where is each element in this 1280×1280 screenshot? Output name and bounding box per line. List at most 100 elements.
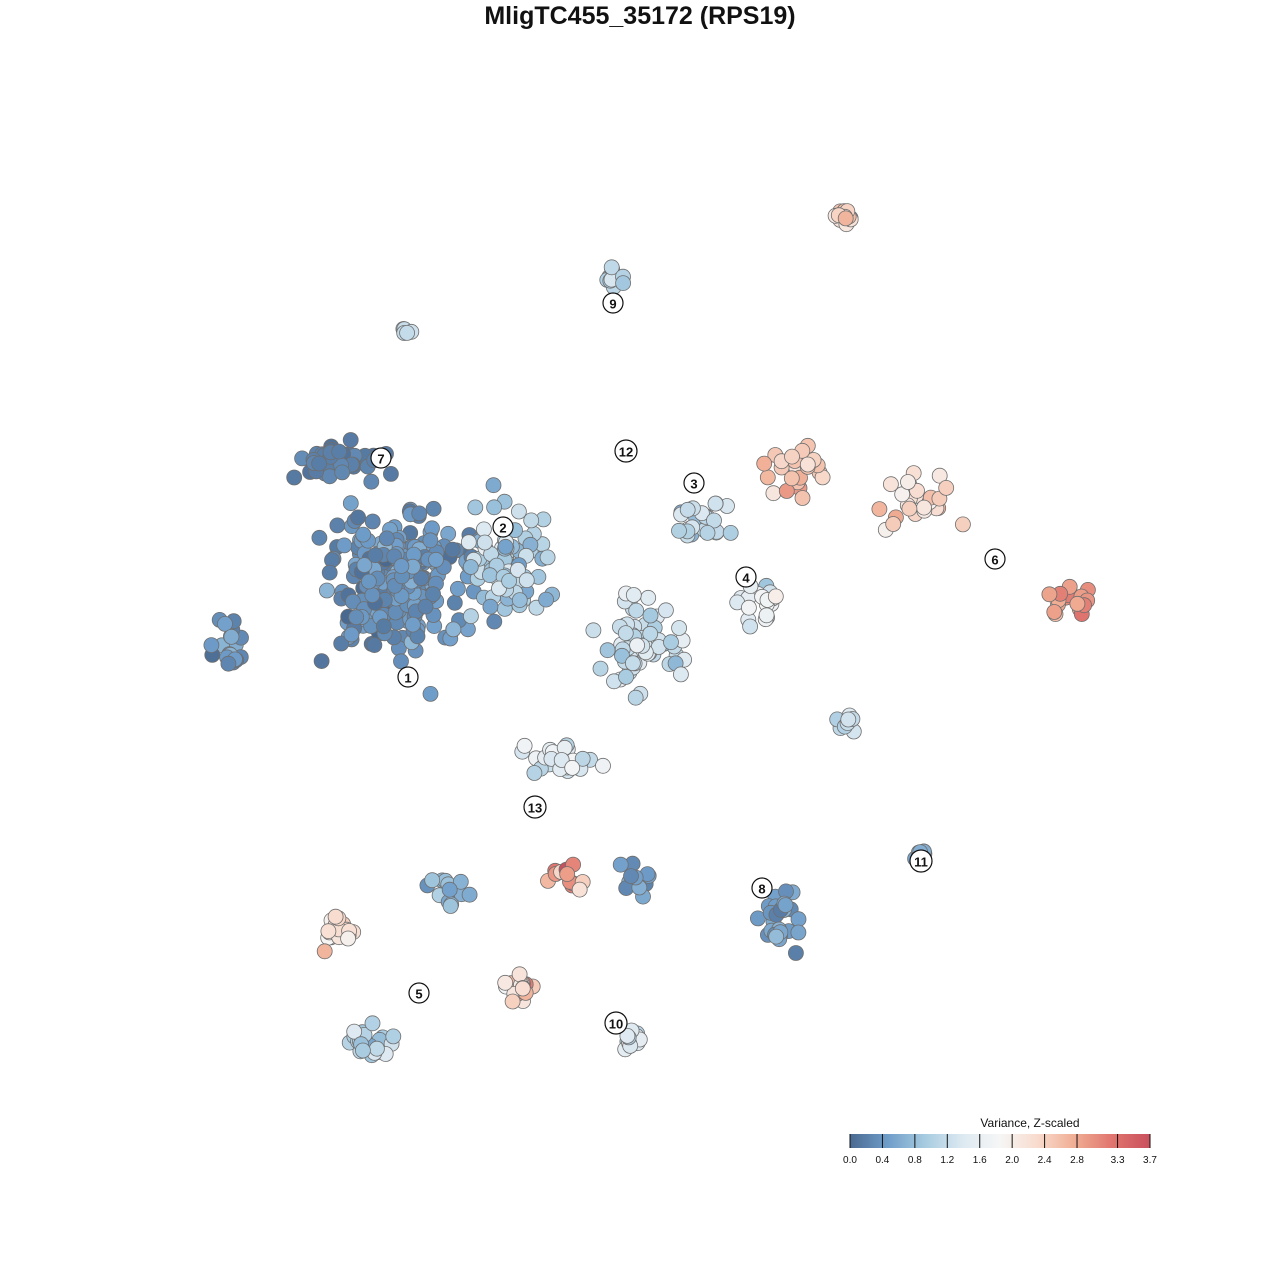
scatter-point — [363, 473, 380, 490]
chart-title: MligTC455_35172 (RPS19) — [484, 2, 796, 30]
scatter-point — [741, 599, 757, 616]
scatter-point — [482, 598, 499, 615]
scatter-point — [574, 750, 591, 767]
scatter-point — [485, 477, 502, 494]
legend-tick-label: 0.4 — [875, 1155, 889, 1166]
cluster-label-text: 6 — [991, 553, 998, 568]
scatter-point — [411, 505, 428, 522]
scatter-point — [759, 469, 776, 486]
cluster-label-4: 4 — [735, 566, 757, 588]
scatter-point — [342, 432, 359, 448]
scatter-point — [938, 479, 955, 496]
scatter-point — [788, 945, 804, 961]
scatter-point — [627, 689, 644, 706]
scatter-point — [475, 521, 492, 538]
scatter-point — [422, 686, 439, 702]
scatter-point — [366, 637, 383, 653]
scatter-point — [511, 503, 527, 520]
cluster-label-6: 6 — [984, 548, 1006, 570]
legend-tick-label: 0.8 — [908, 1155, 922, 1166]
cluster-label-marker — [523, 795, 547, 819]
cluster-label-marker — [984, 548, 1006, 570]
scatter-point — [623, 868, 639, 884]
scatter-point — [340, 930, 357, 947]
scatter-point — [462, 608, 479, 625]
scatter-point — [784, 448, 800, 465]
scatter-point — [364, 1015, 381, 1032]
scatter-point — [446, 594, 463, 611]
scatter-point — [625, 655, 641, 672]
scatter-point — [840, 711, 857, 728]
scatter-point — [625, 587, 642, 603]
scatter-point — [428, 551, 444, 568]
scatter-point — [449, 580, 466, 597]
scatter-point — [511, 966, 528, 983]
scatter-point — [777, 897, 794, 913]
scatter-point — [393, 653, 409, 670]
scatter-point — [321, 564, 338, 581]
legend-title: Variance, Z-scaled — [980, 1116, 1079, 1130]
scatter-point — [336, 537, 353, 554]
scatter-point — [368, 1040, 385, 1057]
scatter-point — [885, 516, 902, 532]
legend-tick-label: 3.7 — [1143, 1155, 1157, 1166]
scatter-point — [767, 588, 784, 605]
scatter-point — [673, 666, 689, 683]
cluster-label-text: 1 — [404, 671, 411, 686]
scatter-point — [334, 464, 351, 481]
scatter-point — [393, 558, 410, 574]
legend-tick-label: 1.6 — [973, 1155, 987, 1166]
scatter-point — [571, 881, 588, 898]
scatter-point — [595, 757, 611, 774]
scatter-point — [790, 924, 807, 941]
scatter-point — [425, 500, 442, 517]
cluster-label-marker — [735, 566, 757, 588]
scatter-point — [501, 573, 518, 589]
cluster-label-text: 10 — [609, 1017, 623, 1032]
scatter-point — [327, 908, 344, 925]
cluster-label-text: 8 — [758, 882, 765, 897]
scatter-point — [413, 570, 430, 587]
scatter-point — [722, 525, 739, 541]
scatter-point — [342, 495, 359, 512]
cluster-label-marker — [909, 849, 933, 873]
scatter-point — [518, 572, 535, 589]
cluster-label-text: 3 — [690, 477, 697, 492]
scatter-point — [497, 974, 514, 991]
scatter-point — [706, 512, 722, 529]
scatter-point — [364, 513, 381, 530]
cluster-label-11: 11 — [909, 849, 933, 873]
legend-tick-label: 0.0 — [843, 1155, 857, 1166]
scatter-point — [316, 943, 333, 960]
cluster-label-text: 9 — [609, 297, 616, 312]
legend-tick-label: 1.2 — [940, 1155, 954, 1166]
scatter-point — [399, 324, 416, 341]
scatter-point — [356, 557, 373, 573]
scatter-point — [467, 499, 484, 516]
scatter-point — [481, 567, 498, 584]
scatter-point — [900, 474, 916, 490]
scatter-point — [343, 626, 360, 643]
scatter-point — [444, 541, 461, 558]
scatter-point — [642, 607, 659, 624]
scatter-point — [526, 765, 543, 781]
legend-colorbar — [850, 1134, 1150, 1148]
cluster-label-text: 7 — [377, 452, 384, 467]
scatter-point — [346, 1023, 363, 1040]
scatter-point — [404, 616, 421, 633]
scatter-point — [742, 618, 758, 635]
cluster-label-10: 10 — [604, 1011, 628, 1035]
scatter-point — [375, 618, 392, 635]
scatter-point — [486, 613, 503, 630]
cluster-label-marker — [370, 447, 392, 469]
scatter-point — [497, 538, 514, 555]
scatter-point — [223, 629, 240, 645]
scatter-point — [658, 602, 674, 619]
scatter-point — [955, 516, 971, 533]
scatter-point — [618, 669, 634, 685]
scatter-point — [385, 1028, 402, 1045]
cluster-label-1: 1 — [397, 666, 419, 688]
scatter-point — [329, 517, 346, 534]
scatter-point — [783, 470, 800, 487]
scatter-point — [331, 443, 348, 460]
